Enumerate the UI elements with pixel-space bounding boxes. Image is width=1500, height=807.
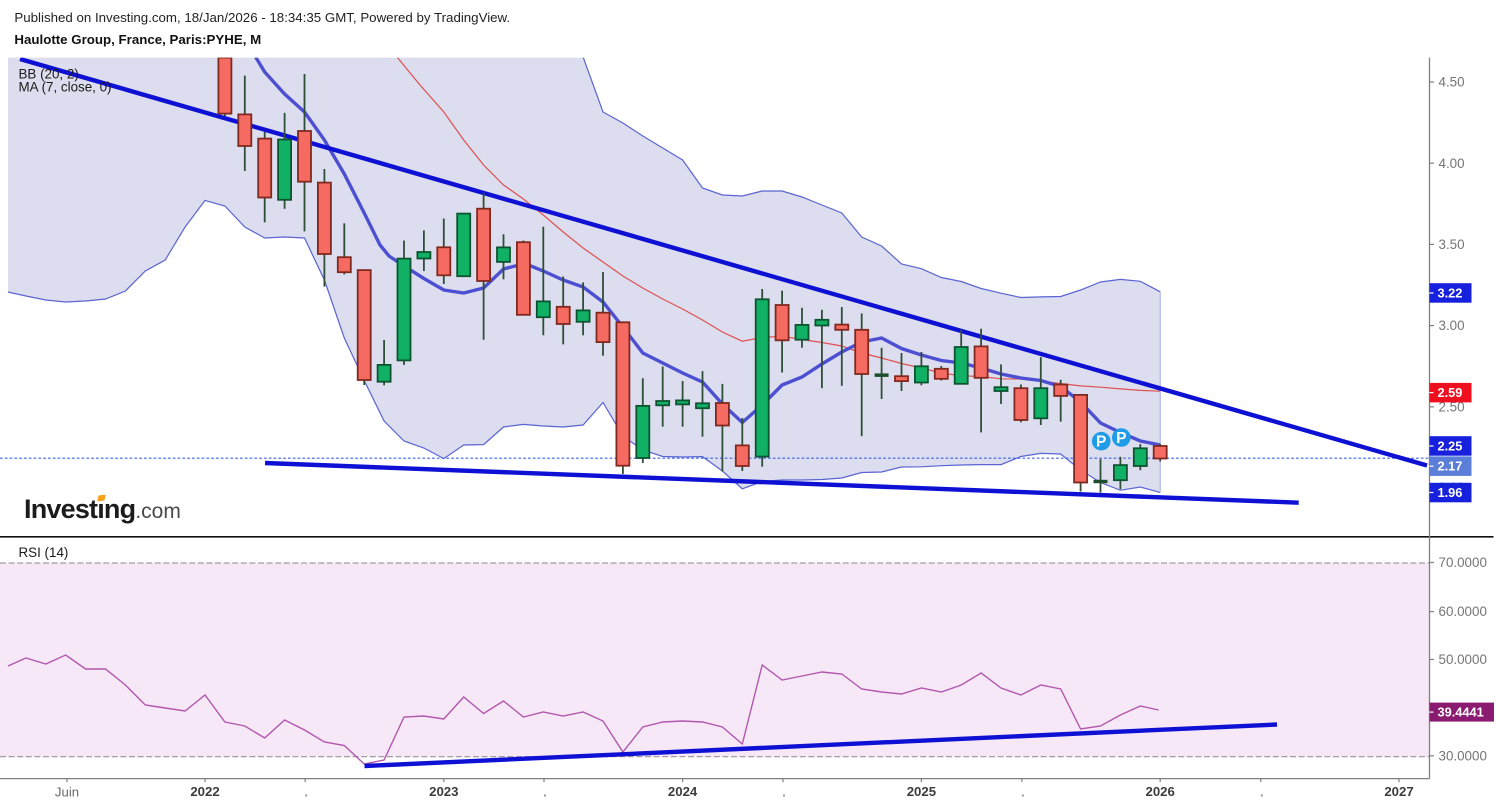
svg-text:2024: 2024: [668, 784, 698, 799]
svg-text:39.4441: 39.4441: [1438, 705, 1484, 720]
svg-text:4.00: 4.00: [1439, 156, 1465, 171]
svg-text:2.25: 2.25: [1438, 439, 1463, 454]
svg-text:2026: 2026: [1146, 784, 1175, 799]
svg-text:2.17: 2.17: [1438, 459, 1463, 474]
svg-text:P: P: [1116, 430, 1126, 447]
svg-text:2.59: 2.59: [1438, 385, 1463, 400]
svg-text:70.0000: 70.0000: [1439, 555, 1487, 570]
svg-text:P: P: [1096, 434, 1106, 451]
svg-text:4.50: 4.50: [1439, 75, 1465, 90]
svg-text:3.22: 3.22: [1438, 286, 1463, 301]
svg-text:1.96: 1.96: [1438, 485, 1463, 500]
svg-text:3.50: 3.50: [1439, 237, 1465, 252]
svg-text:30.0000: 30.0000: [1439, 748, 1487, 763]
svg-text:BB (20, 2): BB (20, 2): [19, 67, 79, 82]
svg-text:2023: 2023: [429, 784, 458, 799]
svg-text:2027: 2027: [1384, 784, 1413, 799]
svg-text:2022: 2022: [190, 784, 219, 799]
svg-text:Juin: Juin: [55, 785, 79, 800]
svg-text:50.0000: 50.0000: [1439, 652, 1487, 667]
svg-text:2.50: 2.50: [1439, 399, 1465, 414]
svg-text:MA (7, close, 0): MA (7, close, 0): [19, 79, 112, 94]
svg-text:60.0000: 60.0000: [1439, 604, 1487, 619]
svg-text:2025: 2025: [907, 784, 936, 799]
svg-text:3.00: 3.00: [1439, 318, 1465, 333]
svg-text:RSI (14): RSI (14): [19, 545, 69, 560]
